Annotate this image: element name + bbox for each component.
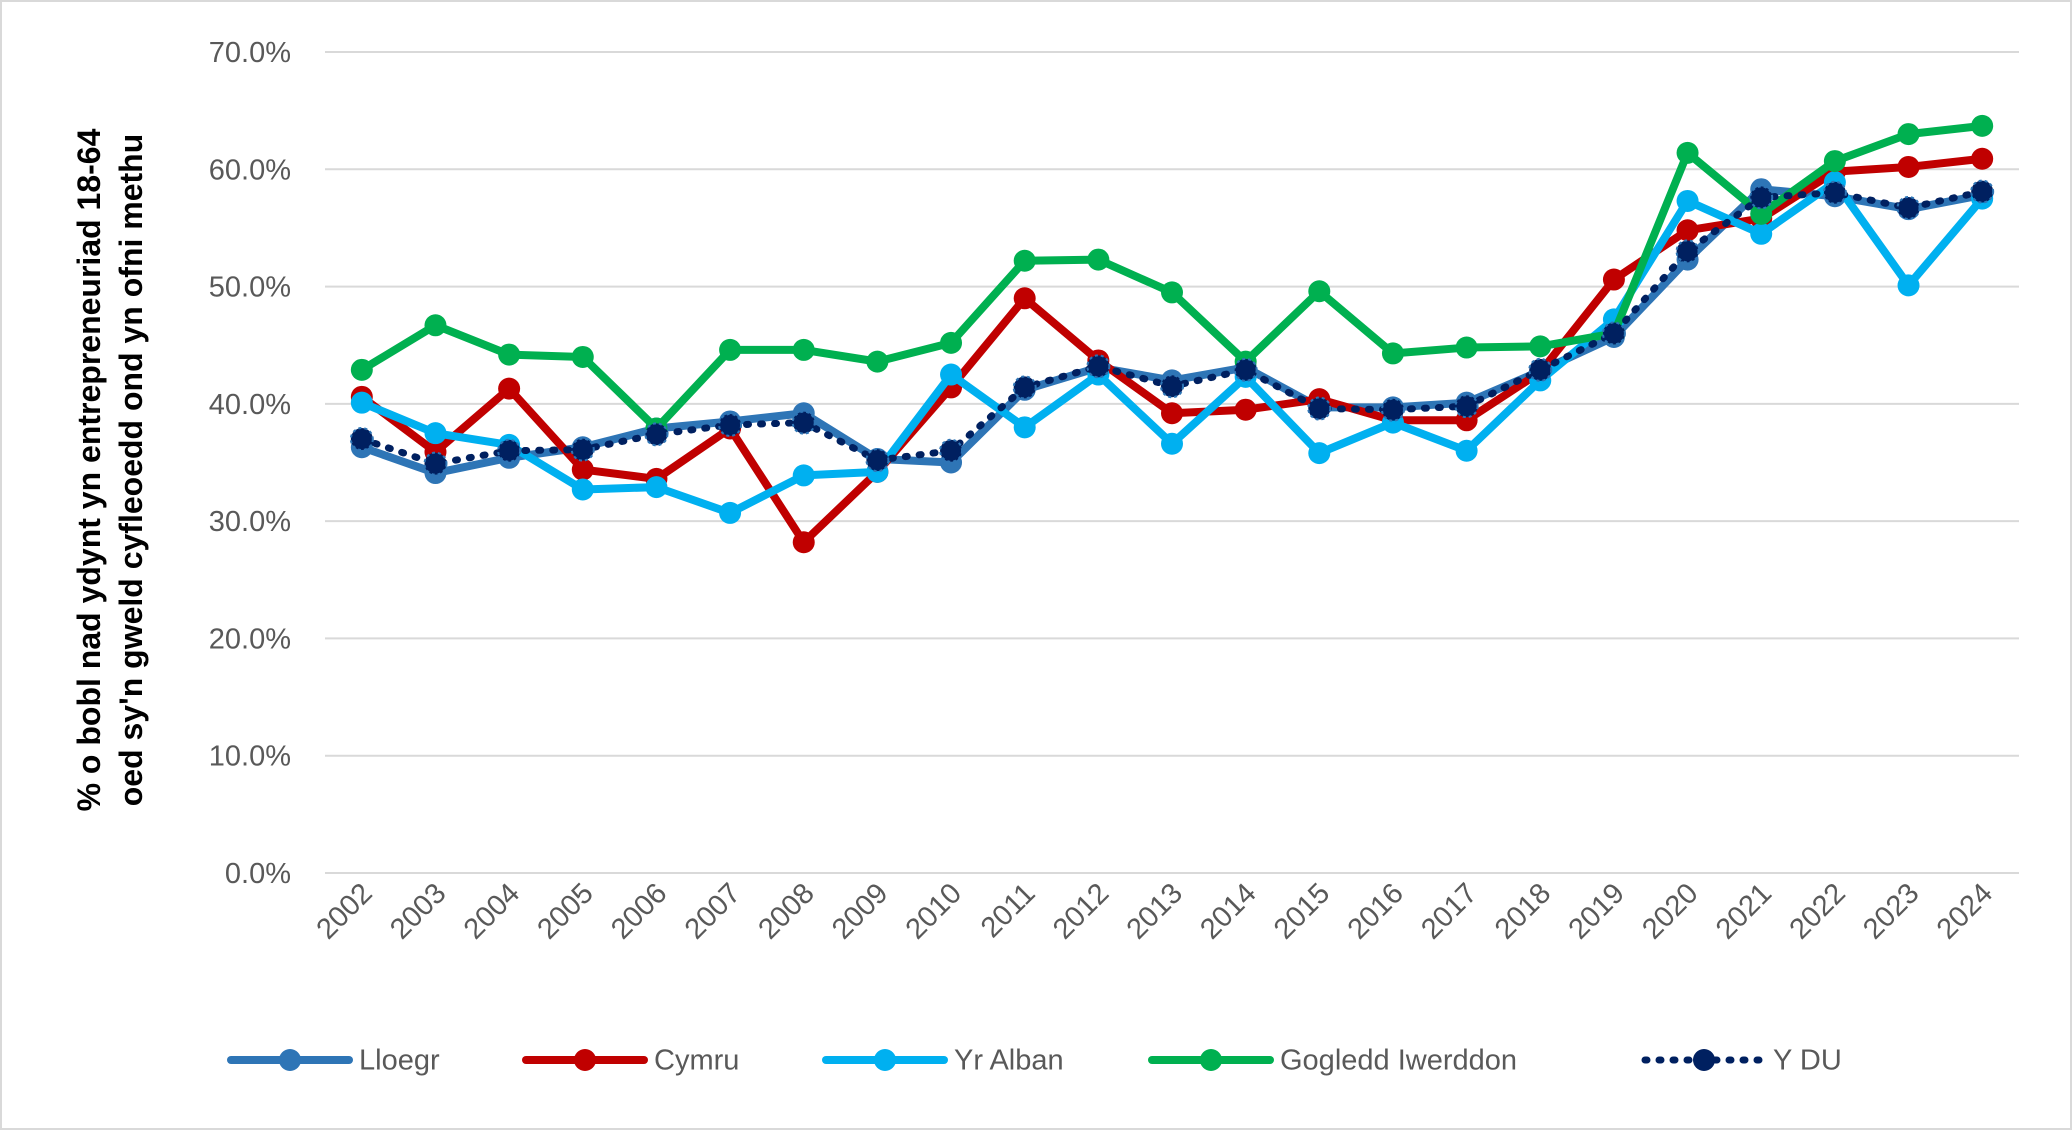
data-point <box>1454 394 1479 419</box>
data-point <box>1822 180 1847 205</box>
data-point <box>1676 219 1699 242</box>
data-point <box>1676 141 1699 164</box>
data-point <box>424 422 447 445</box>
data-point <box>1161 402 1183 425</box>
data-point <box>719 501 742 524</box>
y-tick-label: 20.0% <box>209 623 291 655</box>
data-point <box>865 448 890 473</box>
legend-marker <box>1693 1049 1715 1071</box>
data-point <box>1601 321 1626 346</box>
data-point <box>1234 398 1257 421</box>
data-point <box>792 464 815 487</box>
legend-label: Gogledd Iwerddon <box>1280 1045 1517 1077</box>
data-point <box>350 358 373 381</box>
legend-label: Yr Alban <box>954 1045 1064 1077</box>
y-tick-label: 30.0% <box>209 506 291 538</box>
data-point <box>939 438 964 463</box>
data-point <box>1823 150 1846 173</box>
data-point <box>1161 432 1183 455</box>
data-point <box>1970 179 1995 204</box>
data-point <box>1308 442 1331 465</box>
data-point <box>792 338 815 361</box>
data-point <box>1012 375 1037 400</box>
y-tick-label: 60.0% <box>209 154 291 186</box>
data-point <box>1381 342 1404 365</box>
legend-label: Y DU <box>1773 1045 1842 1077</box>
data-point <box>571 478 594 501</box>
data-point <box>423 451 448 476</box>
data-point <box>1380 397 1405 422</box>
legend-marker <box>574 1049 596 1071</box>
data-point <box>1971 147 1994 170</box>
y-axis-title: oed sy'n gweld cyfleoedd ond yn ofni met… <box>113 134 149 807</box>
data-point <box>1897 155 1920 178</box>
data-point <box>497 438 522 463</box>
data-point <box>349 427 374 452</box>
data-point <box>645 476 668 499</box>
data-point <box>1161 281 1183 304</box>
data-point <box>1013 416 1036 439</box>
data-point <box>1896 195 1921 220</box>
data-point <box>866 350 889 373</box>
legend-marker <box>279 1049 301 1071</box>
data-point <box>1233 357 1258 382</box>
data-point <box>1087 248 1110 271</box>
data-point <box>1750 222 1773 245</box>
data-point <box>1897 123 1920 146</box>
data-point <box>1602 268 1625 291</box>
data-point <box>1013 249 1036 272</box>
data-point <box>940 363 963 386</box>
data-point <box>1529 335 1552 358</box>
y-tick-label: 50.0% <box>209 272 291 304</box>
data-point <box>1160 374 1184 399</box>
data-point <box>498 343 521 366</box>
data-point <box>570 437 595 462</box>
data-point <box>1971 114 1994 137</box>
legend-label: Cymru <box>654 1045 739 1077</box>
data-point <box>1750 202 1773 225</box>
data-point <box>1086 354 1111 379</box>
data-point <box>1308 280 1331 303</box>
data-point <box>1528 357 1553 382</box>
data-point <box>1455 439 1478 462</box>
data-point <box>940 331 963 354</box>
data-point <box>1675 239 1700 264</box>
data-point <box>1307 396 1332 421</box>
data-point <box>792 531 815 554</box>
data-point <box>1455 336 1478 359</box>
data-point <box>424 314 447 337</box>
data-point <box>498 377 521 400</box>
data-point <box>644 422 669 447</box>
data-point <box>1013 287 1036 310</box>
data-point <box>718 412 743 437</box>
legend-label: Lloegr <box>359 1045 440 1077</box>
data-point <box>1897 274 1920 297</box>
legend-marker <box>1200 1049 1222 1071</box>
y-tick-label: 0.0% <box>225 858 291 890</box>
data-point <box>1676 189 1699 212</box>
y-tick-label: 40.0% <box>209 389 291 421</box>
y-tick-label: 10.0% <box>209 741 291 773</box>
legend-marker <box>874 1049 896 1071</box>
data-point <box>719 338 742 361</box>
y-axis-title: % o bobl nad ydynt yn entrepreneuriad 18… <box>71 128 107 811</box>
data-point <box>350 391 373 414</box>
data-point <box>571 345 594 368</box>
data-point <box>791 410 816 435</box>
data-point <box>1749 185 1774 210</box>
y-tick-label: 70.0% <box>209 37 291 69</box>
data-point <box>571 458 594 481</box>
